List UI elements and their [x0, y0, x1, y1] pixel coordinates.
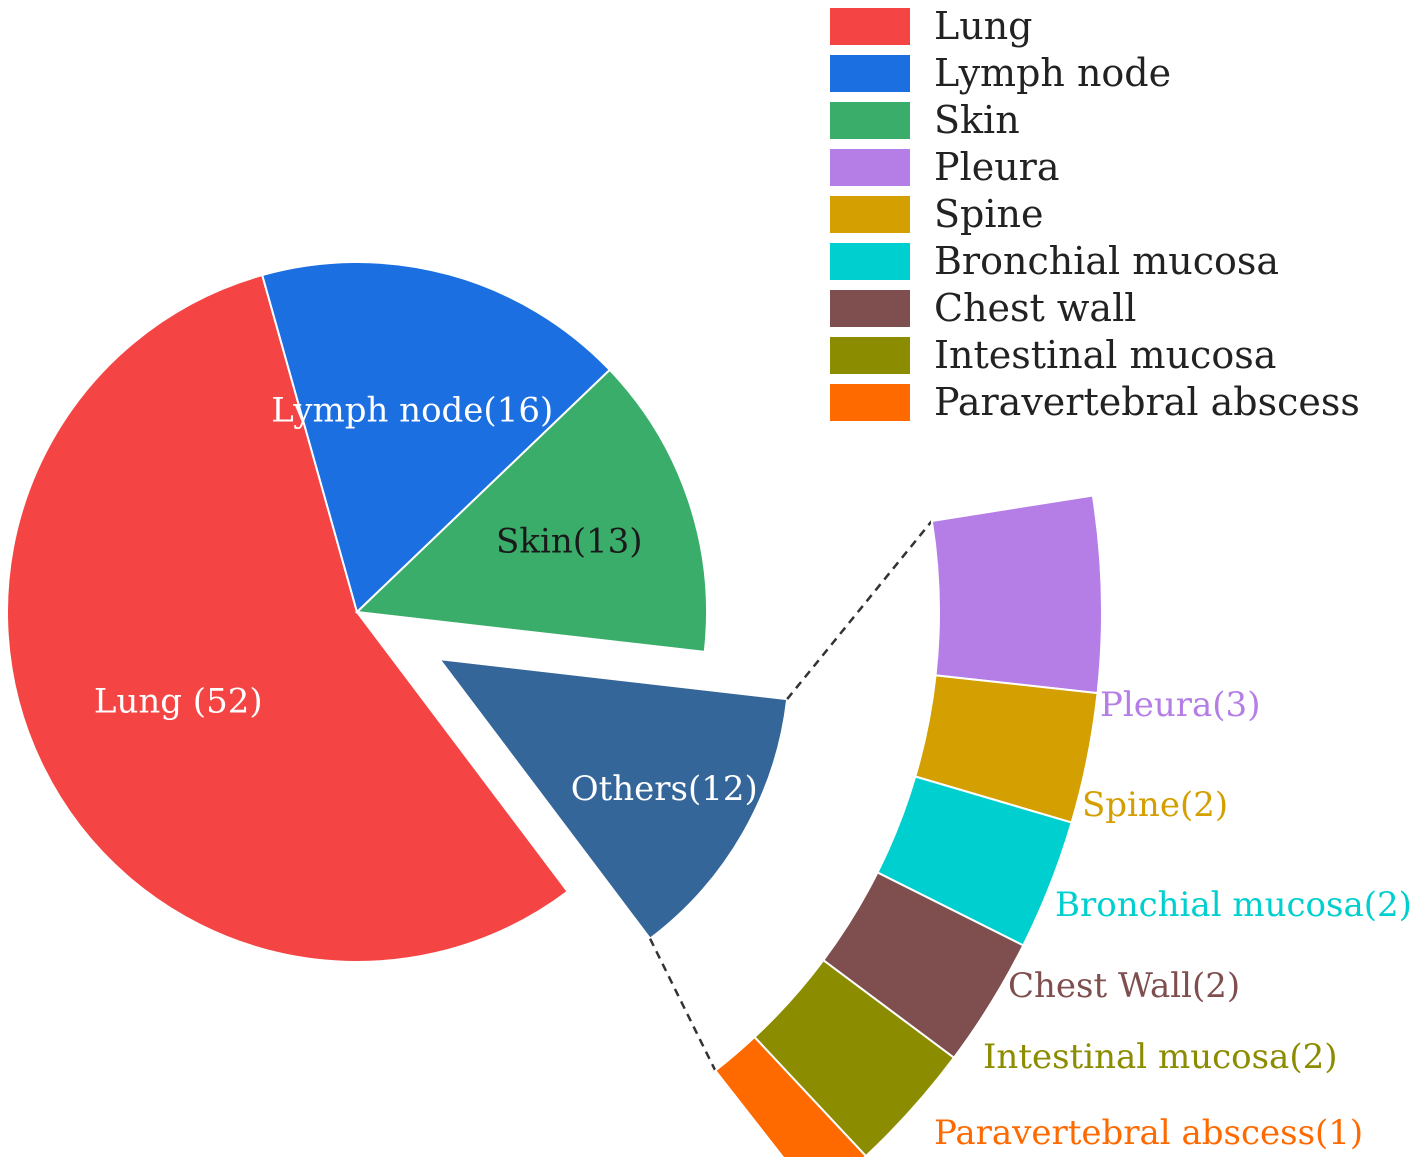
breakout-label-chest-wall: Chest Wall(2): [1008, 966, 1240, 1006]
legend-label-bronchial-mucosa: Bronchial mucosa: [934, 239, 1279, 283]
breakout-segment-paravertebral-abscess: [713, 1035, 868, 1157]
legend-swatch-paravertebral-abscess: [830, 384, 910, 421]
legend-label-lung: Lung: [934, 4, 1033, 48]
pie-label-others: Others(12): [571, 769, 758, 809]
pie-label-skin: Skin(13): [496, 522, 642, 562]
breakout-connectors: [648, 520, 933, 1072]
legend-label-chest-wall: Chest wall: [934, 286, 1136, 330]
main-pie: Lung (52) Lymph node(16) Skin(13) Others(12…: [6, 261, 789, 963]
pie-label-lung: Lung (52): [94, 682, 263, 722]
breakout-segment-pleura: [930, 494, 1103, 695]
pie-slice-lung: [6, 273, 570, 963]
legend-swatch-pleura: [830, 149, 910, 186]
breakout-label-bronchial-mucosa: Bronchial mucosa(2): [1055, 885, 1412, 925]
legend-swatch-lung: [830, 8, 910, 45]
legend-label-lymph-node: Lymph node: [934, 51, 1171, 95]
legend-label-intestinal-mucosa: Intestinal mucosa: [934, 333, 1276, 377]
pie-label-lymph-node: Lymph node(16): [271, 390, 553, 430]
pie-slice-lymph-node: [260, 261, 612, 614]
legend-label-paravertebral-abscess: Paravertebral abscess: [934, 380, 1360, 424]
legend-swatch-intestinal-mucosa: [830, 337, 910, 374]
connector-line-bottom: [648, 938, 717, 1072]
breakout-bar: Pleura(3) Spine(2) Bronchial mucosa(2) Ches…: [713, 494, 1412, 1157]
breakout-label-spine: Spine(2): [1082, 785, 1228, 825]
legend-label-pleura: Pleura: [934, 145, 1060, 189]
pie-slice-skin: [354, 368, 708, 654]
legend-label-skin: Skin: [934, 98, 1020, 142]
breakout-label-paravertebral-abscess: Paravertebral abscess(1): [934, 1113, 1363, 1153]
breakout-label-pleura: Pleura(3): [1100, 685, 1260, 725]
breakout-label-intestinal-mucosa: Intestinal mucosa(2): [983, 1037, 1337, 1077]
legend-swatch-skin: [830, 102, 910, 139]
pie-slice-others: [437, 657, 789, 941]
legend-swatch-spine: [830, 196, 910, 233]
connector-line-top: [786, 520, 933, 700]
legend-label-spine: Spine: [934, 192, 1043, 236]
legend-swatch-chest-wall: [830, 290, 910, 327]
legend-swatch-bronchial-mucosa: [830, 243, 910, 280]
legend-swatch-lymph-node: [830, 55, 910, 92]
